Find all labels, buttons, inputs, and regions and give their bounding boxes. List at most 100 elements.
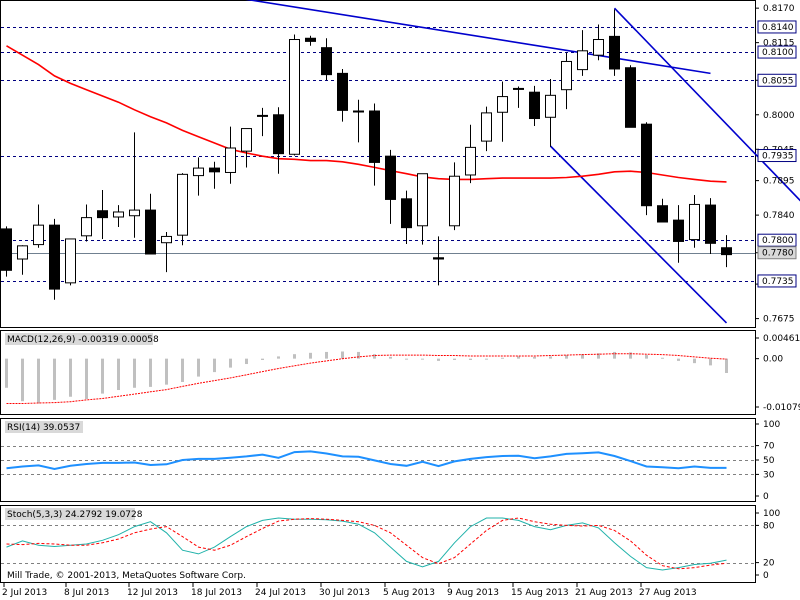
price-tick-label: 0.8115: [763, 39, 795, 49]
candle-bear: [273, 114, 284, 155]
macd-bar: [549, 356, 552, 359]
current-price-label: 0.7780: [762, 249, 794, 259]
time-tick-label: 24 Jul 2013: [255, 588, 306, 598]
copyright-text: Mill Trade, © 2001-2013, MetaQuotes Soft…: [7, 571, 246, 581]
level-tag-label: 0.7800: [762, 236, 794, 246]
macd-bar: [661, 357, 664, 359]
macd-bar: [357, 351, 360, 359]
candle-bear: [529, 91, 540, 120]
candle-bull: [577, 50, 588, 71]
candle-bull: [545, 94, 556, 118]
macd-bar: [341, 351, 344, 359]
rsi-tick-label: 0: [763, 492, 769, 502]
macd-bar: [581, 354, 584, 359]
stoch-tick-label: 80: [763, 521, 775, 531]
stoch-tick-label: 0: [763, 571, 769, 581]
stoch-label-bg: [5, 508, 135, 520]
candle-bear: [321, 47, 332, 76]
macd-series: [5, 351, 728, 404]
stoch-d-line: [6, 517, 727, 570]
macd-tick-label: 0.00: [763, 355, 783, 365]
price-axis: 0.81700.81150.80550.80000.79450.78950.78…: [755, 4, 797, 325]
macd-bar: [213, 358, 216, 373]
trendline: [613, 7, 800, 202]
level-tag: [757, 149, 797, 163]
level-tag: [757, 73, 797, 87]
macd-bar: [133, 358, 136, 388]
macd-bar: [437, 358, 440, 361]
macd-bar: [565, 355, 568, 359]
stoch-tick-label: 20: [763, 559, 775, 569]
candle-bull: [289, 39, 300, 155]
time-tick-label: 21 Aug 2013: [575, 588, 633, 598]
candle-bull: [177, 173, 188, 236]
candle-bull: [129, 209, 140, 217]
candle-bull: [593, 39, 604, 56]
level-tag-label: 0.7935: [762, 152, 794, 162]
macd-bar: [325, 351, 328, 359]
candle-bull: [65, 238, 76, 284]
macd-bar: [533, 356, 536, 359]
candle-bull: [81, 217, 92, 237]
stoch-series: [1, 517, 755, 571]
stoch-label: Stoch(5,3,3) 24.2792 19.0728: [7, 510, 143, 520]
candles: [1, 9, 732, 300]
macd-bar: [485, 358, 488, 360]
macd-bar: [261, 358, 264, 360]
candle-bull: [561, 60, 572, 91]
candle-bear: [401, 198, 412, 229]
macd-bar: [613, 351, 616, 359]
level-tag: [757, 45, 797, 59]
macd-bar: [597, 353, 600, 359]
candle-bear: [433, 257, 444, 260]
stoch-axis: 100 80 20 0: [755, 509, 780, 581]
macd-bar: [101, 358, 104, 394]
candle-bear: [49, 224, 60, 290]
candle-bull: [17, 245, 28, 260]
price-tick-label: 0.8170: [763, 4, 795, 14]
time-tick-label: 27 Aug 2013: [639, 588, 697, 598]
rsi-line: [6, 450, 727, 471]
price-tick-label: 0.7895: [763, 177, 795, 187]
candle-bull: [257, 114, 268, 117]
macd-label: MACD(12,26,9) -0.00319 0.00058: [7, 335, 159, 345]
candle-bull: [689, 203, 700, 241]
price-levels: [1, 27, 755, 282]
macd-bar: [373, 354, 376, 359]
level-tag-label: 0.8140: [762, 23, 794, 33]
candle-bull: [241, 128, 252, 152]
rsi-pane: [0, 418, 756, 502]
time-tick-label: 30 Jul 2013: [319, 588, 370, 598]
rsi-tick-label: 70: [763, 442, 775, 452]
price-pane: [0, 0, 756, 328]
candle-bull: [497, 96, 508, 113]
macd-bar: [5, 358, 8, 388]
rsi-tick-label: 50: [763, 456, 775, 466]
macd-bar: [117, 358, 120, 391]
trendline: [549, 145, 728, 324]
macd-bar: [69, 358, 72, 397]
stoch-k-line: [6, 517, 727, 571]
macd-bar: [517, 356, 520, 359]
macd-bar: [21, 358, 24, 402]
candle-bull: [193, 167, 204, 177]
candle-bear: [305, 37, 316, 42]
candle-bull: [353, 110, 364, 113]
level-tag-label: 0.8055: [762, 76, 794, 86]
macd-bar: [229, 358, 232, 368]
candle-bear: [1, 228, 12, 271]
rsi-tick-label: 30: [763, 470, 775, 480]
moving-average: [6, 45, 727, 183]
macd-bar: [165, 358, 168, 385]
candle-bear: [97, 210, 108, 219]
macd-bar: [645, 355, 648, 359]
level-tag: [757, 233, 797, 247]
candle-bull: [417, 173, 428, 227]
macd-bar: [405, 358, 408, 360]
price-tick-label: 0.8000: [763, 111, 795, 121]
stoch-tick-label: 100: [763, 509, 780, 519]
macd-bar: [709, 358, 712, 366]
macd-tick-label: -0.01079: [763, 403, 800, 413]
candle-bear: [705, 204, 716, 244]
rsi-series: [1, 446, 755, 475]
